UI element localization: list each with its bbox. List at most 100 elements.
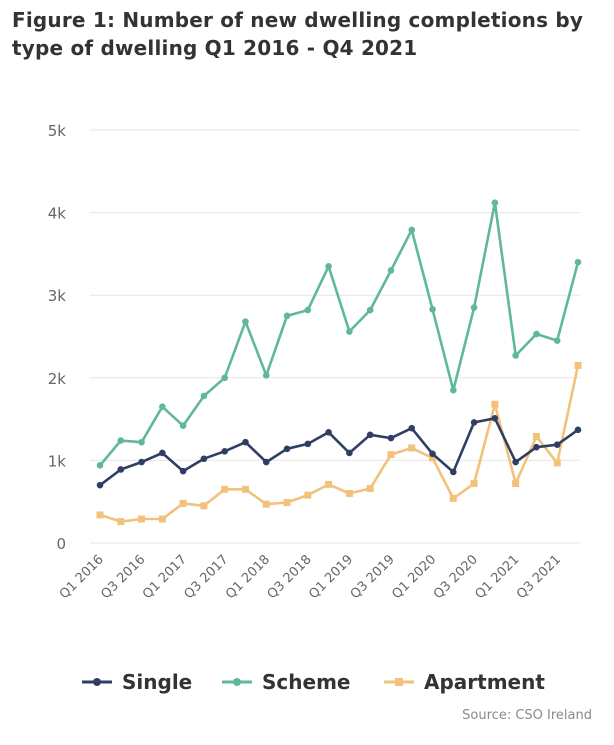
series-lines: [96, 199, 582, 526]
data-point[interactable]: [429, 305, 436, 313]
data-point[interactable]: [179, 422, 187, 430]
data-point[interactable]: [574, 426, 582, 434]
data-point[interactable]: [262, 372, 270, 379]
legend-item-single[interactable]: Single: [82, 670, 192, 694]
data-point[interactable]: [387, 267, 395, 274]
chart-title: Figure 1: Number of new dwelling complet…: [12, 8, 584, 60]
data-point[interactable]: [408, 444, 416, 452]
data-point[interactable]: [262, 458, 270, 466]
gridlines: [90, 129, 580, 544]
data-point[interactable]: [553, 459, 561, 467]
data-point[interactable]: [200, 502, 208, 510]
data-point[interactable]: [491, 414, 499, 422]
data-point[interactable]: [138, 515, 146, 523]
data-point[interactable]: [366, 431, 374, 439]
data-point[interactable]: [553, 441, 561, 449]
data-point[interactable]: [96, 462, 104, 469]
x-tick-label: Q3 2021: [514, 552, 564, 602]
series-scheme: [96, 199, 582, 469]
data-point[interactable]: [574, 258, 582, 266]
x-tick-label: Q3 2017: [182, 552, 232, 602]
data-point[interactable]: [346, 328, 353, 335]
y-tick-label: 4k: [48, 205, 67, 223]
data-point[interactable]: [366, 306, 374, 314]
data-point[interactable]: [325, 262, 332, 270]
data-point[interactable]: [429, 450, 436, 458]
data-point[interactable]: [304, 440, 312, 448]
data-point[interactable]: [262, 500, 270, 508]
data-point[interactable]: [574, 361, 582, 369]
data-point[interactable]: [96, 511, 104, 519]
data-point[interactable]: [429, 454, 437, 462]
data-point[interactable]: [221, 374, 228, 382]
data-point[interactable]: [325, 480, 333, 488]
data-point[interactable]: [553, 337, 561, 344]
y-tick-label: 1k: [48, 452, 67, 470]
data-point[interactable]: [159, 449, 166, 457]
data-point[interactable]: [283, 312, 291, 320]
legend-marker: [93, 678, 101, 686]
legend-label: Scheme: [262, 670, 350, 694]
data-point[interactable]: [325, 429, 332, 436]
y-axis-tick-labels: 0 1k 2k 3k 4k 5k: [48, 122, 67, 553]
data-point[interactable]: [283, 445, 291, 453]
data-point[interactable]: [200, 392, 208, 400]
legend-item-scheme[interactable]: Scheme: [222, 670, 350, 694]
legend-marker: [395, 678, 403, 686]
data-point[interactable]: [221, 448, 228, 455]
data-point[interactable]: [450, 386, 457, 394]
x-tick-label: Q1 2020: [389, 552, 439, 602]
y-tick-label: 2k: [48, 370, 67, 388]
data-point[interactable]: [283, 499, 291, 507]
data-point[interactable]: [512, 458, 519, 466]
data-point[interactable]: [366, 484, 374, 492]
data-point[interactable]: [117, 518, 125, 526]
data-point[interactable]: [158, 515, 166, 523]
legend-item-apartment[interactable]: Apartment: [384, 670, 545, 694]
data-point[interactable]: [138, 438, 145, 446]
data-point[interactable]: [533, 443, 540, 451]
x-tick-label: Q3 2019: [348, 552, 398, 602]
x-tick-label: Q1 2019: [306, 552, 356, 602]
data-point[interactable]: [159, 403, 166, 411]
x-tick-label: Q3 2016: [98, 552, 148, 602]
data-point[interactable]: [470, 419, 478, 426]
data-point[interactable]: [304, 306, 312, 314]
legend[interactable]: Single Scheme Apartment: [82, 670, 545, 694]
x-tick-label: Q1 2018: [223, 552, 273, 602]
data-point[interactable]: [200, 455, 208, 463]
data-point[interactable]: [408, 226, 416, 234]
data-point[interactable]: [450, 468, 457, 476]
data-point[interactable]: [532, 432, 540, 440]
data-point[interactable]: [408, 424, 416, 432]
data-point[interactable]: [470, 480, 478, 488]
data-point[interactable]: [470, 304, 478, 311]
data-point[interactable]: [242, 318, 249, 325]
data-point[interactable]: [96, 481, 104, 489]
data-point[interactable]: [241, 485, 249, 493]
data-point[interactable]: [512, 352, 519, 359]
data-point[interactable]: [179, 467, 187, 475]
data-point[interactable]: [345, 489, 353, 497]
data-point[interactable]: [491, 400, 499, 408]
data-point[interactable]: [533, 330, 540, 338]
data-point[interactable]: [221, 485, 229, 493]
data-point[interactable]: [449, 494, 457, 502]
data-point[interactable]: [387, 434, 395, 442]
data-point[interactable]: [179, 499, 187, 507]
data-point[interactable]: [346, 449, 353, 457]
data-point[interactable]: [117, 466, 125, 473]
data-point[interactable]: [304, 491, 312, 499]
data-point[interactable]: [491, 199, 499, 206]
data-point[interactable]: [242, 438, 249, 446]
series-line-scheme: [99, 201, 580, 467]
data-point[interactable]: [387, 451, 395, 459]
data-point[interactable]: [512, 480, 520, 488]
x-tick-label: Q1 2016: [57, 552, 107, 602]
data-point[interactable]: [117, 437, 125, 444]
x-tick-label: Q3 2020: [431, 552, 481, 602]
series-apartment: [96, 361, 582, 526]
legend-marker: [233, 678, 241, 686]
data-point[interactable]: [138, 458, 145, 466]
